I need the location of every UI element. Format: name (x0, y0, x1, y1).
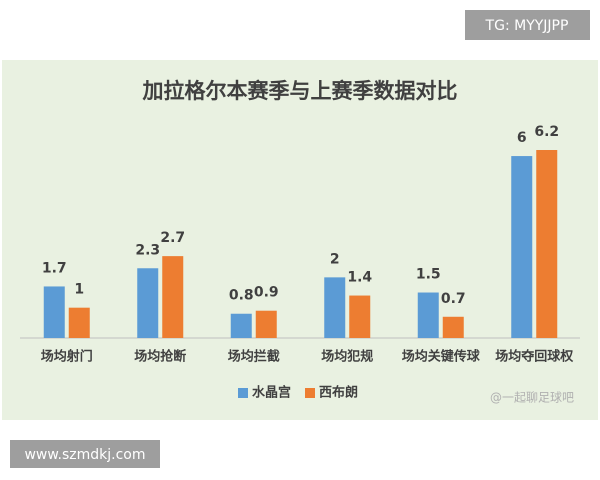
chart-panel (2, 60, 598, 420)
value-label: 1 (74, 282, 84, 298)
bar (162, 256, 184, 338)
x-tick-label: 场均射门 (41, 349, 93, 365)
x-tick-label: 场均拦截 (228, 349, 280, 365)
value-label: 2.3 (135, 242, 160, 258)
bar (137, 268, 159, 338)
legend-label: 水晶宫 (252, 385, 291, 401)
bar (68, 307, 90, 338)
bar (442, 316, 464, 338)
bar (230, 313, 252, 338)
value-label: 1.4 (347, 270, 372, 286)
value-label: 0.7 (441, 291, 466, 307)
value-label: 0.8 (229, 288, 254, 304)
bar (43, 286, 65, 338)
watermark: www.szmdkj.com (24, 447, 145, 463)
value-label: 0.9 (254, 285, 279, 301)
legend-label: 西布朗 (319, 385, 358, 401)
value-label: 6.2 (534, 124, 559, 140)
x-tick-label: 场均犯规 (321, 349, 373, 365)
value-label: 1.7 (42, 260, 67, 276)
bar (536, 150, 558, 338)
watermark-box (10, 440, 160, 468)
legend-swatch (305, 388, 315, 398)
bar (417, 292, 439, 338)
value-label: 6 (517, 130, 527, 146)
bar (324, 277, 346, 338)
x-tick-label: 场均夺回球权 (495, 349, 574, 365)
bar (255, 310, 277, 338)
bar (511, 156, 533, 338)
watermark: @一起聊足球吧 (490, 391, 574, 405)
bar (349, 295, 371, 338)
x-tick-label: 场均抢断 (134, 349, 186, 365)
watermark-box (465, 10, 590, 40)
legend-swatch (238, 388, 248, 398)
value-label: 2 (330, 251, 340, 267)
value-label: 1.5 (416, 267, 441, 283)
value-label: 2.7 (160, 230, 185, 246)
x-tick-label: 场均关键传球 (402, 349, 481, 365)
watermark: TG: MYYJJPP (485, 18, 569, 34)
chart-title: 加拉格尔本赛季与上赛季数据对比 (142, 79, 458, 103)
